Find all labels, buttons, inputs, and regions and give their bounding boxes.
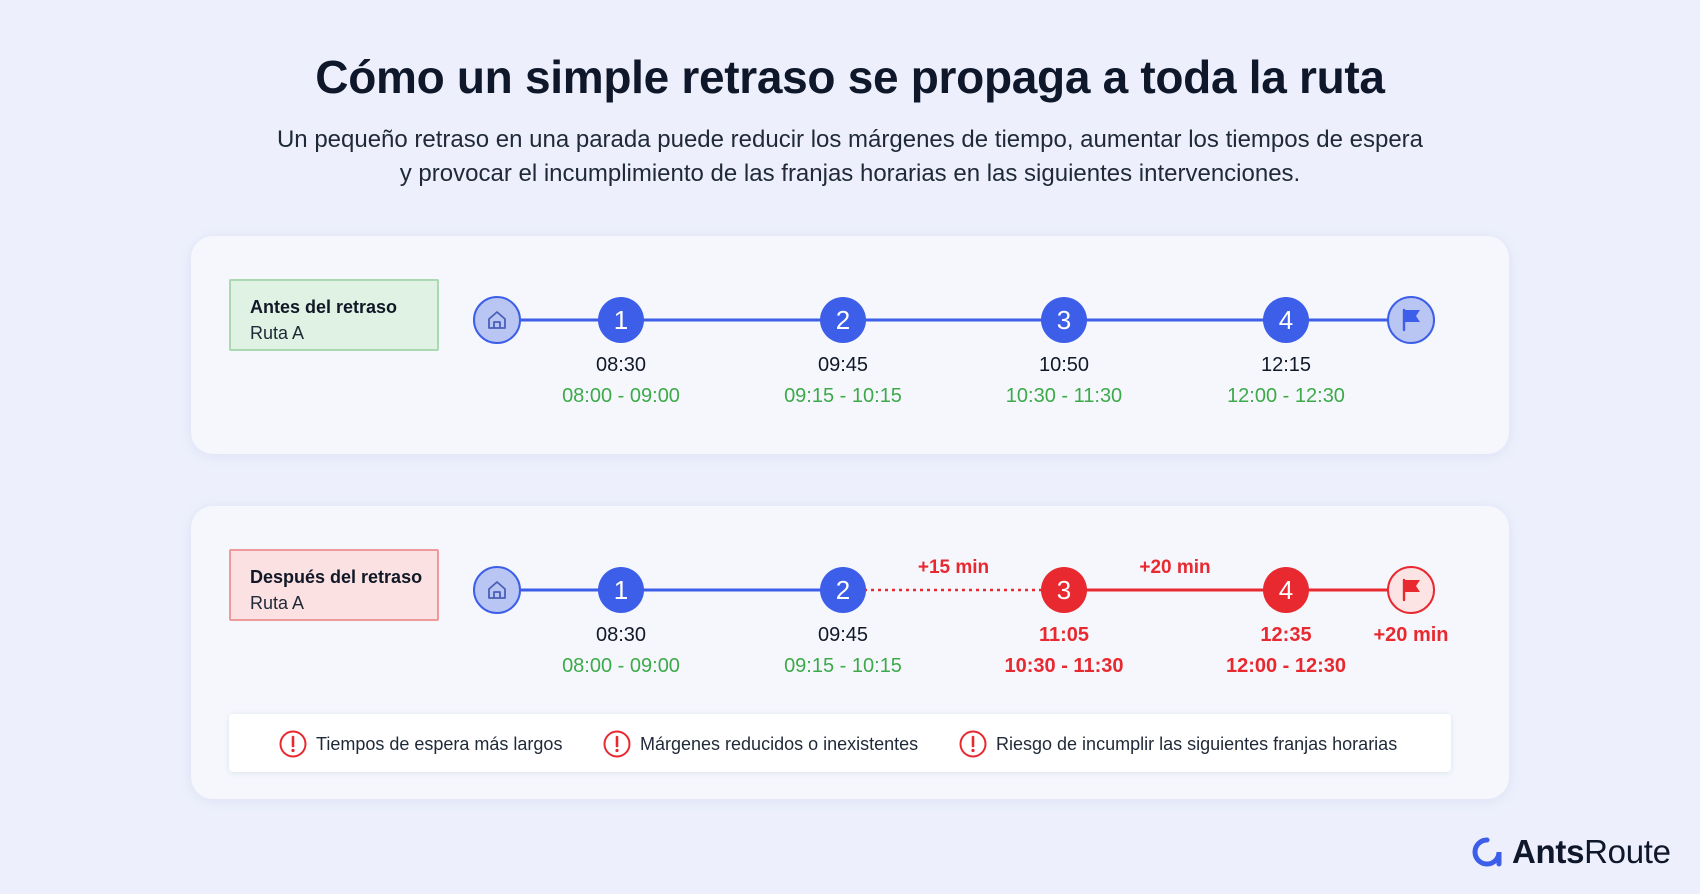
- page-subtitle: Un pequeño retraso en una parada puede r…: [200, 123, 1500, 191]
- antsroute-logo-icon: [1472, 837, 1502, 867]
- after-label-route: Ruta A: [250, 593, 305, 613]
- legend-item-waiting: Tiempos de espera más largos: [279, 729, 562, 759]
- stop-arrival-time: 10:50: [1039, 354, 1089, 376]
- before-timeline: 1 08:30 08:00 - 09:00 2 09:45 09:15 - 10:15 3 1…: [473, 296, 1435, 407]
- legend-text-waiting: Tiempos de espera más largos: [316, 733, 563, 754]
- alert-icon: [959, 730, 987, 758]
- legend-text-margins: Márgenes reducidos o inexistentes: [640, 733, 919, 754]
- delay-label: +20 min: [1139, 557, 1210, 578]
- stop-arrival-time: 09:45: [818, 354, 868, 376]
- home-icon: [488, 311, 506, 329]
- stop-marker: [598, 567, 644, 613]
- before-label-route: Ruta A: [250, 323, 305, 343]
- stop-marker: [598, 297, 644, 343]
- stop-marker: [1041, 297, 1087, 343]
- subtitle-line-2: y provocar el incumplimiento de las fran…: [399, 160, 1301, 187]
- stop-time-window: 10:30 - 11:30: [1006, 385, 1122, 407]
- stop-marker: [1263, 297, 1309, 343]
- flag-icon: [1405, 580, 1420, 592]
- flag-icon: [1405, 310, 1420, 322]
- stop-time-window: 08:00 - 09:00: [562, 655, 680, 677]
- stop-number: 1: [614, 305, 628, 335]
- legend-text-risk: Riesgo de incumplir las siguientes franj…: [996, 733, 1398, 754]
- stop-time-window: 09:15 - 10:15: [784, 385, 902, 407]
- stop-marker: [1263, 567, 1309, 613]
- after-timeline: +15 min +20 min 1 08:30 08:00 - 09:00 2 09:45 0…: [473, 557, 1449, 677]
- stop-arrival-time: 12:15: [1261, 354, 1311, 376]
- stop-number: 2: [836, 575, 850, 605]
- before-label-title: Antes del retraso: [250, 297, 398, 317]
- home-marker: [473, 296, 521, 344]
- stop-arrival-time: 12:35: [1260, 624, 1311, 646]
- stop-time-window: 12:00 - 12:30: [1226, 655, 1346, 677]
- before-delay-card: Antes del retraso Ruta A 1 08:30 08:00 - 0…: [191, 236, 1509, 454]
- legend-item-risk: Riesgo de incumplir las siguientes franj…: [959, 729, 1397, 759]
- stop-number: 3: [1057, 575, 1071, 605]
- stop-arrival-time: 08:30: [596, 624, 646, 646]
- stop-number: 4: [1279, 305, 1293, 335]
- stop-time-window: 09:15 - 10:15: [784, 655, 902, 677]
- stop-time-window: 08:00 - 09:00: [562, 385, 680, 407]
- stop-number: 3: [1057, 305, 1071, 335]
- after-delay-card: Después del retraso Ruta A +15 min +20 mi…: [191, 506, 1509, 799]
- after-label-box: Después del retraso Ruta A: [229, 549, 439, 621]
- page-title: Cómo un simple retraso se propaga a toda…: [315, 51, 1385, 103]
- stop-time-window: 12:00 - 12:30: [1227, 385, 1345, 407]
- alert-icon: [279, 730, 307, 758]
- after-label-title: Después del retraso: [250, 567, 423, 587]
- stop-time-window: 10:30 - 11:30: [1005, 655, 1124, 677]
- brand-name: AntsRoute: [1512, 833, 1671, 871]
- brand-logo: AntsRoute: [1472, 832, 1671, 872]
- brand-name-regular: Route: [1584, 833, 1671, 870]
- alert-icon: [603, 730, 631, 758]
- stop-marker: [820, 297, 866, 343]
- stop-number: 4: [1279, 575, 1293, 605]
- legend-item-margins: Márgenes reducidos o inexistentes: [603, 729, 918, 759]
- subtitle-line-1: Un pequeño retraso en una parada puede r…: [276, 126, 1424, 153]
- stop-arrival-time: 11:05: [1039, 624, 1089, 646]
- stop-arrival-time: 08:30: [596, 354, 646, 376]
- stop-number: 1: [614, 575, 628, 605]
- stop-marker: [820, 567, 866, 613]
- stop-number: 2: [836, 305, 850, 335]
- home-icon: [488, 581, 506, 599]
- stop-arrival-time: 09:45: [818, 624, 868, 646]
- end-delay-label: +20 min: [1373, 624, 1448, 646]
- brand-name-bold: Ants: [1512, 833, 1585, 870]
- before-label-box: Antes del retraso Ruta A: [229, 279, 439, 351]
- impact-legend: Tiempos de espera más largos Márgenes re…: [229, 714, 1451, 772]
- delay-label: +15 min: [918, 557, 989, 578]
- stop-marker: [1041, 567, 1087, 613]
- home-marker: [473, 566, 521, 614]
